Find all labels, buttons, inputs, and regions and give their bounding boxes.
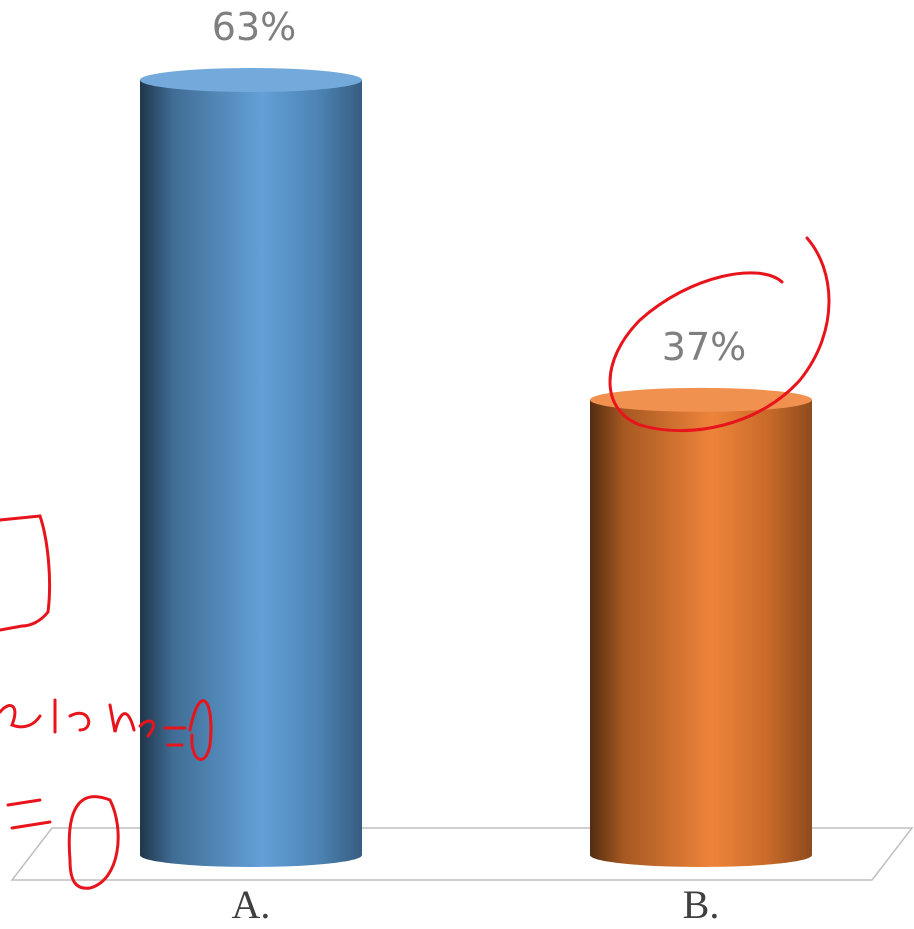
annotation-box (0, 514, 52, 632)
bar (140, 80, 362, 855)
annotation-scribble (0, 698, 213, 761)
floor (10, 827, 914, 881)
handwritten-annotations (0, 236, 831, 890)
bar (590, 399, 812, 855)
value-label: 63% (212, 5, 296, 49)
bars (140, 68, 812, 867)
category-label: B. (683, 882, 720, 927)
annotation-scribble (6, 795, 120, 890)
annotation-circle (608, 236, 831, 433)
category-label: A. (232, 882, 271, 927)
value-label: 37% (662, 325, 746, 369)
bar-top (140, 68, 362, 92)
bar-top (590, 387, 812, 412)
